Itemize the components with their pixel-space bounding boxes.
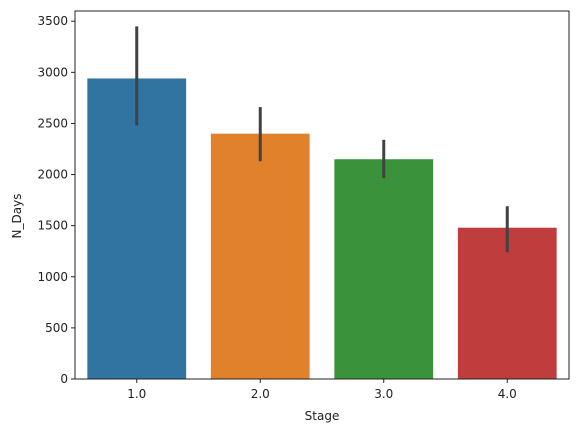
error-bars-group bbox=[135, 26, 509, 253]
x-tick-label: 3.0 bbox=[374, 387, 393, 401]
x-tick-label: 2.0 bbox=[251, 387, 270, 401]
axes-group: 1.0 2.0 3.0 4.0 0 500 1000 1500 2000 2500 3000 3500 bbox=[37, 10, 570, 401]
x-tick-label: 1.0 bbox=[127, 387, 146, 401]
y-tick-label: 1500 bbox=[37, 219, 68, 233]
y-tick-label: 2500 bbox=[37, 116, 68, 130]
y-tick-label: 0 bbox=[60, 372, 68, 386]
bar-stage-4 bbox=[457, 227, 557, 379]
x-axis-label: Stage bbox=[305, 409, 340, 423]
y-axis-label: N_Days bbox=[10, 194, 24, 239]
y-tick-label: 500 bbox=[45, 321, 68, 335]
y-tick-label: 3000 bbox=[37, 65, 68, 79]
x-tick-label: 4.0 bbox=[498, 387, 517, 401]
y-tick-label: 2000 bbox=[37, 168, 68, 182]
plot-frame bbox=[74, 10, 570, 380]
bars-group bbox=[87, 78, 557, 379]
y-tick-label: 1000 bbox=[37, 270, 68, 284]
bar-stage-1 bbox=[87, 78, 187, 379]
bar-stage-3 bbox=[334, 159, 434, 379]
bar-stage-2 bbox=[210, 133, 310, 379]
y-tick-label: 3500 bbox=[37, 14, 68, 28]
